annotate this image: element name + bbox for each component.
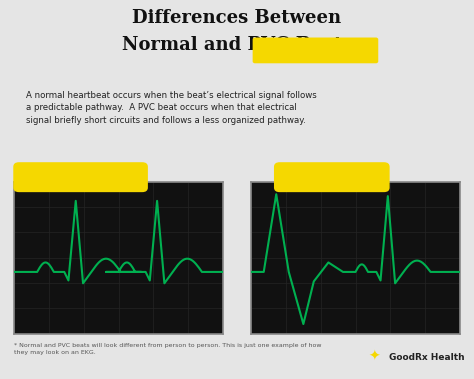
Text: * Normal and PVC beats will look different from person to person. This is just o: * Normal and PVC beats will look differe… <box>14 343 322 355</box>
Text: Normal and PVC Beats: Normal and PVC Beats <box>122 36 352 53</box>
Text: Differences Between: Differences Between <box>132 9 342 27</box>
Text: ✦: ✦ <box>369 350 380 364</box>
Text: A normal heartbeat occurs when the beat’s electrical signal follows
a predictabl: A normal heartbeat occurs when the beat’… <box>26 91 317 125</box>
Text: GoodRx Health: GoodRx Health <box>389 352 465 362</box>
Text: PVC BEATS: PVC BEATS <box>309 172 355 182</box>
Text: NORMAL BEATS: NORMAL BEATS <box>47 172 114 182</box>
